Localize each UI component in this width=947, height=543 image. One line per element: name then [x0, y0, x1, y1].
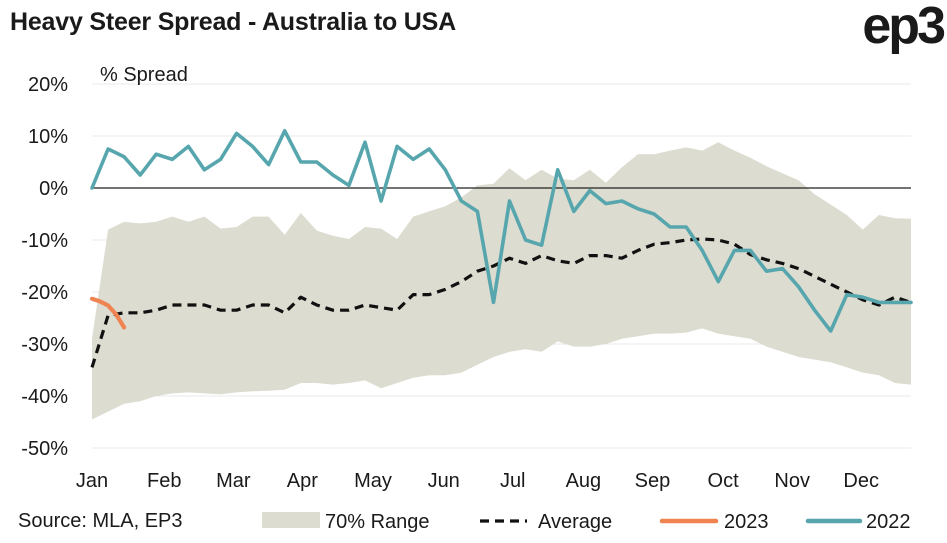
range-area — [92, 142, 911, 420]
chart-title: Heavy Steer Spread - Australia to USA — [10, 8, 456, 36]
legend-label-average: Average — [538, 511, 612, 533]
y-tick-label: -40% — [21, 386, 68, 408]
x-tick-label: Aug — [566, 470, 602, 492]
series-2023-line — [89, 296, 127, 330]
axis-labels: 20% 10% 0% -10% -20% -30% -40% -50% Jan Feb Mar Apr… — [21, 74, 879, 492]
x-tick-label: Oct — [708, 470, 740, 492]
legend-label-2022: 2022 — [866, 511, 911, 533]
ep3-logo: ep3 — [862, 0, 946, 55]
x-tick-label: Jul — [500, 470, 526, 492]
x-tick-label: Mar — [216, 470, 251, 492]
legend-swatch-range — [262, 512, 320, 528]
x-tick-label: Jun — [428, 470, 460, 492]
source-note: Source: MLA, EP3 — [18, 510, 183, 532]
y-tick-label: -10% — [21, 230, 68, 252]
y-tick-label: 0% — [39, 178, 68, 200]
x-tick-label: Dec — [843, 470, 879, 492]
y-tick-label: -50% — [21, 438, 68, 460]
x-tick-label: Apr — [287, 470, 318, 492]
y-tick-label: 10% — [28, 126, 68, 148]
range-area-layer — [92, 142, 911, 420]
legend-label-2023: 2023 — [724, 511, 769, 533]
x-tick-label: Nov — [774, 470, 810, 492]
y-tick-label: 20% — [28, 74, 68, 96]
y-axis-label: % Spread — [100, 64, 188, 86]
x-tick-label: Feb — [147, 470, 181, 492]
y-tick-label: -20% — [21, 282, 68, 304]
x-tick-label: Sep — [635, 470, 671, 492]
legend-label-range: 70% Range — [325, 511, 430, 533]
series-lines — [89, 129, 913, 368]
x-tick-label: Jan — [76, 470, 108, 492]
series-2022-line — [90, 129, 913, 333]
y-tick-label: -30% — [21, 334, 68, 356]
x-tick-label: May — [354, 470, 392, 492]
legend: 70% Range Average 2023 2022 — [262, 511, 911, 533]
